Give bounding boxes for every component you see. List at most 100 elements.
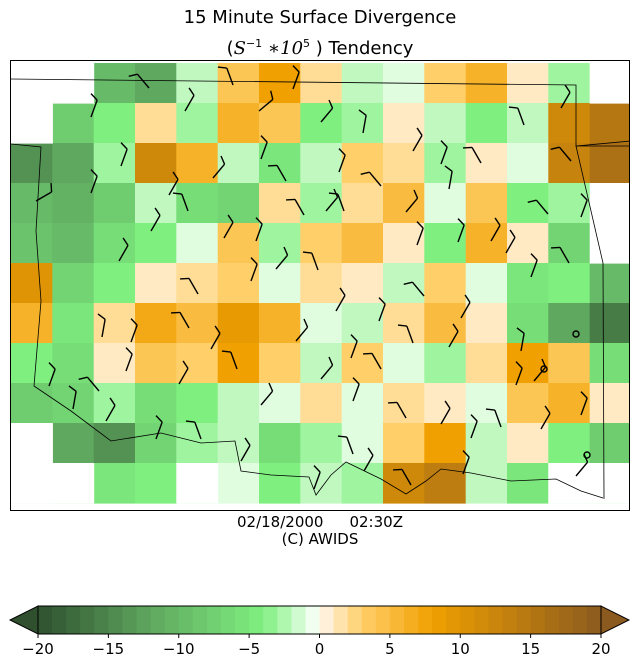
wind-barb <box>363 447 374 472</box>
divergence-cell <box>300 103 343 144</box>
divergence-cell <box>548 183 591 224</box>
divergence-cell <box>300 143 343 184</box>
wind-barb <box>440 400 451 425</box>
colorbar-segment <box>80 606 95 634</box>
divergence-cell <box>465 63 508 104</box>
colorbar-segment <box>206 606 222 634</box>
divergence-cell <box>259 63 301 104</box>
divergence-cell <box>176 303 219 344</box>
state-boundary-line <box>11 78 629 147</box>
divergence-cell <box>217 183 260 224</box>
wind-barb <box>223 214 234 239</box>
divergence-cell <box>217 463 260 504</box>
divergence-cell <box>11 263 53 304</box>
wind-barb <box>268 164 287 182</box>
colorbar-tick-label: 0 <box>315 640 325 658</box>
divergence-cell <box>217 343 260 384</box>
valid-datetime: 02/18/2000 02:30Z <box>0 514 640 531</box>
colorbar-segment <box>220 606 236 634</box>
wind-barb <box>325 188 339 212</box>
divergence-cell <box>383 103 425 144</box>
divergence-cell <box>383 143 425 184</box>
colorbar-segment <box>277 606 292 634</box>
subtitle-unit-exponent: −1 <box>245 37 263 50</box>
divergence-cell <box>176 383 219 424</box>
colorbar-segment <box>488 606 503 634</box>
divergence-cell <box>507 63 549 104</box>
divergence-cell <box>383 263 425 304</box>
divergence-cell <box>300 423 343 464</box>
divergence-cell <box>548 263 591 304</box>
divergence-cell <box>135 343 177 384</box>
wind-barb <box>172 192 189 212</box>
divergence-cell <box>300 303 343 344</box>
divergence-cell <box>465 383 508 424</box>
divergence-cell <box>135 263 177 304</box>
wind-barb <box>48 362 56 387</box>
wind-barb <box>78 376 100 392</box>
divergence-cell <box>259 303 301 344</box>
divergence-cell <box>93 63 136 104</box>
divergence-cell <box>217 423 260 464</box>
wind-barb <box>550 146 572 162</box>
wind-barb <box>412 127 423 152</box>
colorbar-segment <box>418 606 433 634</box>
wind-barb <box>105 397 116 422</box>
state-boundaries <box>11 78 629 500</box>
colorbar-segment <box>516 606 532 634</box>
wind-barb <box>240 437 251 462</box>
state-boundary-line <box>11 143 604 499</box>
divergence-field <box>11 63 629 504</box>
divergence-cell <box>11 223 53 264</box>
divergence-cell <box>507 223 549 264</box>
no-data-cell <box>589 463 629 504</box>
subtitle-multiplier: ∗10 <box>267 38 304 59</box>
wind-barb <box>403 281 425 297</box>
wind-barb <box>360 171 382 187</box>
divergence-cell <box>300 343 343 384</box>
divergence-cell <box>93 223 136 264</box>
calm-station-marker <box>572 330 580 338</box>
divergence-cell <box>465 463 508 504</box>
divergence-cell <box>217 223 260 264</box>
copyright-credit: (C) AWIDS <box>281 530 359 548</box>
wind-barb <box>210 325 221 350</box>
wind-barb <box>516 327 525 352</box>
wind-barb <box>505 229 516 254</box>
divergence-cell <box>259 223 301 264</box>
divergence-cell <box>135 303 177 344</box>
divergence-cell <box>465 303 508 344</box>
subtitle-unit-symbol: S <box>233 38 246 59</box>
colorbar-segment <box>502 606 517 634</box>
divergence-cell <box>383 343 425 384</box>
colorbar-segment <box>249 606 264 634</box>
map-title: 15 Minute Surface Divergence <box>183 7 457 28</box>
colorbar-segment <box>347 606 363 634</box>
colorbar-segment <box>530 606 546 634</box>
no-data-cell <box>11 103 53 144</box>
wind-barb <box>120 142 128 167</box>
divergence-cell <box>424 103 467 144</box>
state-boundary-line <box>575 145 605 500</box>
divergence-cell <box>341 303 384 344</box>
wind-barb <box>352 377 360 402</box>
wind-barb <box>363 352 382 370</box>
wind-barb <box>97 313 106 338</box>
divergence-cell <box>465 143 508 184</box>
divergence-cell <box>548 143 591 184</box>
colorbar-segment <box>136 606 151 634</box>
divergence-cell <box>259 343 301 384</box>
divergence-cell <box>52 303 95 344</box>
colorbar-segment <box>108 606 123 634</box>
divergence-cell <box>217 263 260 304</box>
map-subtitle: (S−1 ∗105 ) Tendency <box>0 33 640 60</box>
divergence-cell <box>93 303 136 344</box>
divergence-cell <box>259 143 301 184</box>
no-data-cell <box>11 463 53 504</box>
valid-time: 02:30Z <box>349 513 403 531</box>
divergence-cell <box>52 423 95 464</box>
colorbar-segments <box>38 606 602 634</box>
divergence-cell <box>11 383 53 424</box>
divergence-cell <box>135 103 177 144</box>
wind-barb <box>320 356 334 380</box>
